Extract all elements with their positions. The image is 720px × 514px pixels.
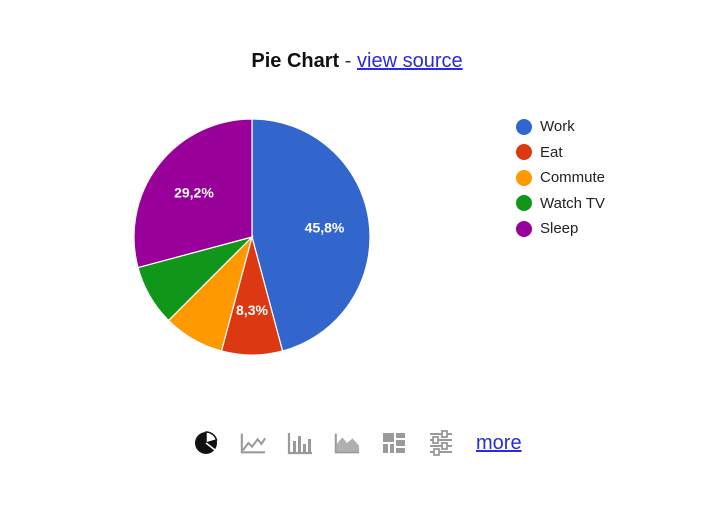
legend-swatch-work: [516, 118, 532, 135]
chart-header: Pie Chart - view source: [0, 47, 714, 75]
legend-item-work[interactable]: Work: [516, 114, 605, 140]
slice-label-eat: 8,3%: [236, 302, 268, 318]
legend-label-watch-tv: Watch TV: [540, 194, 606, 212]
more-link[interactable]: more: [476, 431, 522, 454]
grid-chart-icon[interactable]: [380, 429, 408, 457]
legend-item-watch-tv[interactable]: Watch TV: [516, 191, 605, 217]
bar-chart-icon[interactable]: [286, 429, 314, 457]
legend-swatch-commute: [516, 169, 532, 186]
slice-label-sleep: 29,2%: [174, 184, 214, 200]
legend-label-commute: Commute: [540, 169, 606, 187]
line-chart-icon[interactable]: [239, 429, 267, 457]
legend-swatch-sleep: [516, 220, 532, 237]
chart-type-toolbar: more: [192, 426, 522, 460]
pie-slice-sleep[interactable]: [133, 118, 253, 269]
legend-swatch-watch-tv: [516, 195, 532, 212]
chart-legend: Work Eat Commute Watch TV Sleep: [516, 114, 605, 242]
view-source-link[interactable]: view source: [357, 50, 463, 72]
chart-title: Pie Chart: [251, 50, 340, 72]
legend-label-eat: Eat: [540, 143, 563, 161]
pie-slice-work[interactable]: [251, 118, 371, 352]
legend-swatch-eat: [516, 144, 532, 161]
legend-label-sleep: Sleep: [540, 220, 579, 238]
options-sliders-icon[interactable]: [427, 429, 455, 457]
legend-item-sleep[interactable]: Sleep: [516, 216, 605, 242]
slice-label-work: 45,8%: [305, 219, 345, 235]
legend-item-eat[interactable]: Eat: [516, 140, 605, 166]
pie-chart-icon[interactable]: [192, 429, 220, 457]
pie-chart[interactable]: 45,8% 8,3% 29,2%: [120, 104, 384, 370]
legend-label-work: Work: [540, 118, 575, 136]
title-separator: -: [344, 50, 352, 72]
legend-item-commute[interactable]: Commute: [516, 165, 605, 191]
area-chart-icon[interactable]: [333, 429, 361, 457]
